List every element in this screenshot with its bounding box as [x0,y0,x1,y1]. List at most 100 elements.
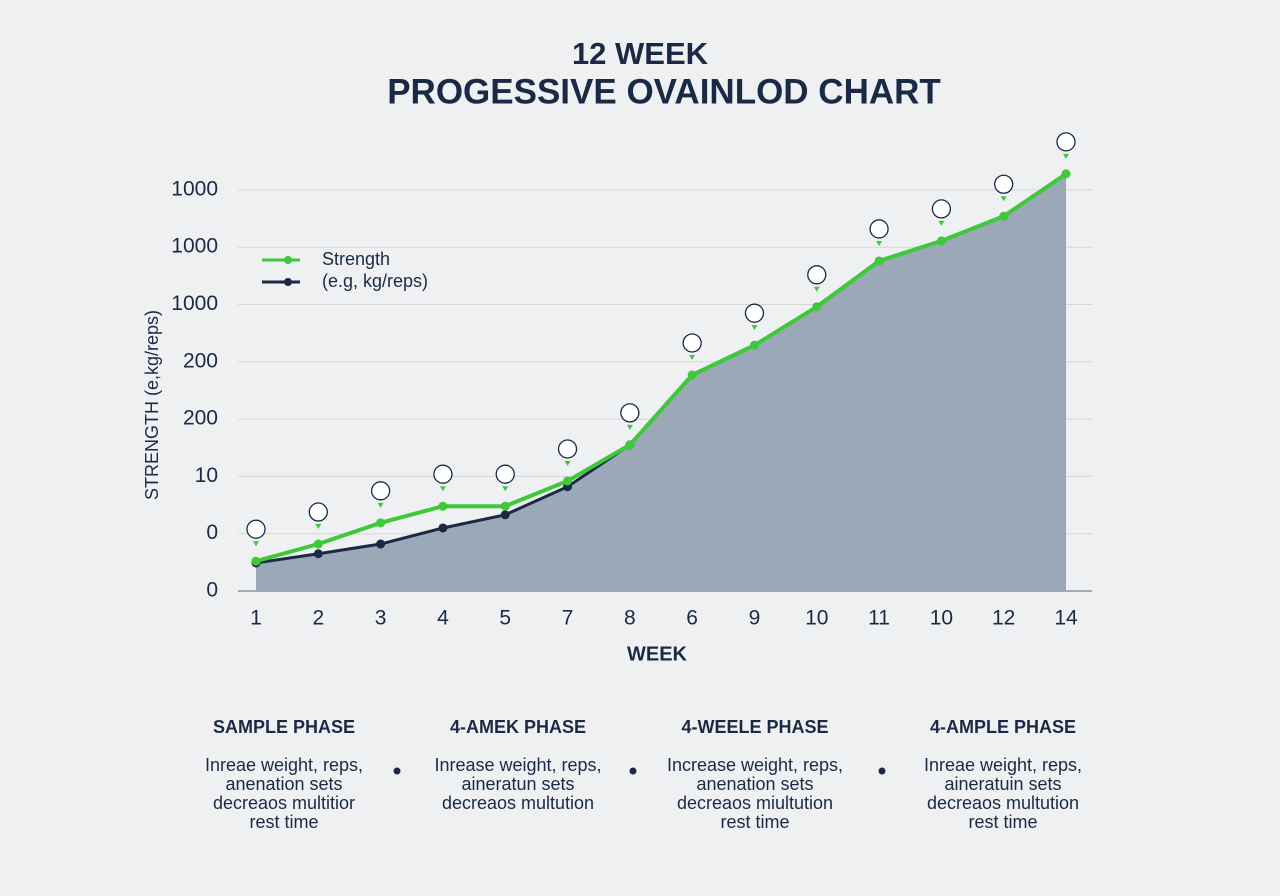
phase-text: aineratun sets [461,774,574,794]
point [500,501,510,511]
pin-icon [246,519,266,539]
y-tick-label: 0 [206,579,218,602]
phase-text: anenation sets [225,774,342,794]
y-tick-label: 0 [206,521,218,544]
phase-text: aineratuin sets [944,774,1061,794]
point [936,236,946,246]
point [438,523,448,533]
phase-text: Increase weight, reps, [667,755,843,775]
bullet [393,767,401,775]
y-tick-label: 200 [183,407,218,430]
x-tick-label: 11 [868,607,890,630]
x-tick-label: 8 [624,607,636,630]
pin-tip [564,460,571,466]
pin-icon [370,481,391,501]
point [313,539,323,549]
pin-icon [1056,132,1076,152]
pin-tip [751,325,758,331]
point [500,510,510,520]
legend-label: Strength [322,249,390,269]
y-tick-label: 200 [183,349,218,372]
point [251,556,261,566]
pin-tip [253,541,259,547]
bullet [878,767,886,775]
phase-text: Inreae weight, reps, [924,755,1082,775]
phase-text: rest time [720,812,789,832]
pin-tip [1063,153,1069,159]
pin-tip [377,502,384,508]
point [625,440,635,450]
pin-tip [876,240,883,246]
x-tick-label: 14 [1054,607,1078,630]
area [256,173,1066,591]
x-tick-label: 2 [312,607,324,630]
y-tick-label: 1000 [171,177,218,200]
point [1061,169,1071,179]
pin-tip [689,354,696,360]
x-tick-label: 5 [499,607,511,630]
x-tick-label: 1 [250,607,262,630]
pin-icon [682,333,702,353]
x-axis-label: WEEK [627,643,688,665]
point [563,476,573,486]
line [255,172,1068,564]
pin-icon [433,464,453,484]
pin-icon [994,174,1014,194]
phase-title: 4-AMEK PHASE [450,717,586,737]
phase-text: rest time [249,812,318,832]
pin-tip [439,486,446,492]
x-tick-label: 12 [992,607,1015,630]
y-axis-label: STRENGTH (e,kg/reps) [142,310,162,500]
point [749,340,759,350]
x-tick-label: 10 [805,607,828,630]
pin-tip [1000,196,1007,202]
phase-text: decreaos miultution [677,793,833,813]
pin-icon [744,303,765,323]
point [999,211,1009,221]
pin-icon [807,265,827,285]
y-tick-label: 1000 [171,235,218,258]
x-tick-label: 3 [375,607,387,630]
phase-text: rest time [968,812,1037,832]
point [376,518,386,528]
point [313,549,323,559]
point [376,539,386,549]
phase-text: anenation sets [696,774,813,794]
x-tick-label: 10 [930,607,953,630]
pin-tip [502,486,509,492]
point [874,256,884,266]
phase-text: decreaos multution [927,793,1079,813]
y-tick-label: 1000 [171,292,218,315]
phase-text: Inreae weight, reps, [205,755,363,775]
pin-tip [938,220,945,226]
pin-icon [557,439,578,459]
y-tick-label: 10 [195,464,218,487]
pin-tip [626,424,633,430]
phase-text: decreaos multitior [213,793,355,813]
bullet [629,767,637,775]
legend-label: (e.g, kg/reps) [322,271,428,291]
chart-title: 12 WEEK [572,36,709,71]
x-tick-label: 4 [437,607,449,630]
x-tick-label: 6 [686,607,698,630]
legend-dot [284,256,292,264]
phase-title: SAMPLE PHASE [213,717,355,737]
phase-title: 4-WEELE PHASE [681,717,828,737]
phase-text: decreaos multution [442,793,594,813]
phase-text: Inrease weight, reps, [434,755,601,775]
legend-dot [284,278,292,286]
point [812,302,822,312]
pin-icon [620,403,640,423]
pin-icon [931,199,952,219]
phase-title: 4-AMPLE PHASE [930,717,1076,737]
pin-icon [308,502,328,522]
point [687,370,697,380]
chart-title: PROGESSIVE OVAINLOD CHART [387,72,941,111]
point [438,501,448,511]
pin-icon [495,464,515,484]
pin-tip [813,286,820,292]
pin-icon [869,219,889,239]
x-tick-label: 9 [749,607,761,630]
x-tick-label: 7 [562,607,574,630]
